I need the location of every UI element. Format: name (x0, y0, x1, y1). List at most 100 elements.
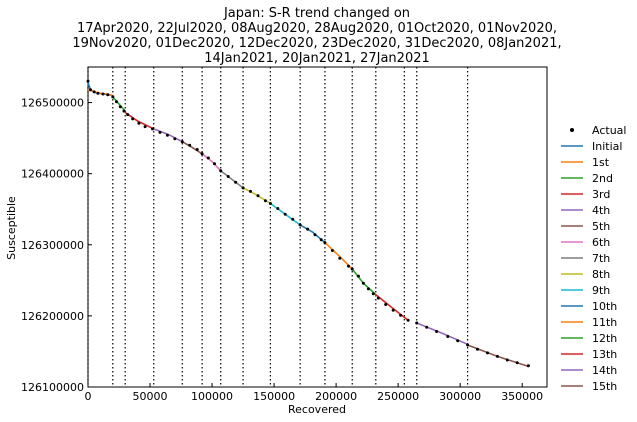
actual-point (366, 287, 370, 291)
actual-point (165, 133, 169, 137)
actual-point (313, 233, 317, 237)
actual-point (298, 223, 302, 227)
legend-label-4th: 4th (592, 204, 610, 217)
actual-point (173, 137, 177, 141)
title-line-2: 17Apr2020, 22Jul2020, 08Aug2020, 28Aug20… (77, 21, 557, 36)
legend-label-actual: Actual (592, 124, 626, 137)
legend-label-15th: 15th (592, 380, 617, 393)
actual-point (151, 127, 154, 131)
actual-point (256, 194, 260, 198)
actual-point (92, 90, 96, 94)
series-line-6th (201, 153, 222, 172)
actual-point (456, 339, 460, 343)
actual-point (200, 152, 204, 156)
series-line-5th (181, 141, 203, 155)
actual-point (306, 227, 310, 231)
legend-label-1st: 1st (592, 156, 610, 169)
actual-point (276, 207, 280, 210)
x-tick-label-2: 100000 (191, 390, 233, 403)
legend-label-10th: 10th (592, 300, 617, 313)
actual-point (219, 169, 223, 173)
legend-label-8th: 8th (592, 268, 610, 281)
actual-point (415, 321, 419, 325)
actual-point (371, 292, 375, 296)
actual-point (515, 361, 519, 365)
actual-point (143, 125, 147, 129)
actual-point (291, 217, 295, 221)
legend-label-6th: 6th (592, 236, 610, 249)
actual-point (476, 347, 479, 351)
actual-point (350, 267, 354, 271)
actual-point (241, 186, 245, 190)
actual-point (131, 117, 135, 121)
title-line-3: 19Nov2020, 01Dec2020, 12Dec2020, 23Dec20… (72, 36, 561, 51)
legend-label-9th: 9th (592, 284, 610, 297)
y-tick-label-0: 126100000 (21, 381, 84, 394)
y-tick-label-2: 126300000 (21, 239, 84, 252)
actual-point (118, 105, 122, 109)
actual-point (330, 249, 334, 252)
y-axis-label: Susceptible (5, 196, 18, 260)
legend-label-12th: 12th (592, 332, 617, 345)
x-tick-label-7: 350000 (501, 390, 543, 403)
legend-label-11th: 11th (592, 316, 617, 329)
actual-point (122, 109, 126, 113)
actual-point (106, 93, 110, 97)
actual-point (234, 180, 238, 184)
actual-point (213, 162, 216, 166)
legend-label-3rd: 3rd (592, 188, 610, 201)
actual-point (195, 148, 199, 151)
x-tick-label-4: 200000 (315, 390, 357, 403)
plot-frame (87, 66, 548, 388)
legend-label-initial: Initial (592, 140, 622, 153)
actual-point (505, 358, 509, 362)
actual-point (384, 303, 388, 306)
actual-point (376, 296, 380, 300)
series-line-2nd (112, 96, 126, 112)
actual-point (101, 92, 105, 96)
actual-point (435, 330, 439, 333)
actual-point (361, 281, 365, 285)
actual-point (180, 140, 184, 144)
series-line-7th (220, 170, 244, 189)
actual-point (399, 313, 403, 317)
legend-marker-actual (570, 128, 574, 132)
series-line-14th (416, 322, 468, 346)
title-line-1: Japan: S-R trend changed on (223, 6, 410, 21)
actual-point (188, 143, 192, 147)
actual-point (89, 88, 92, 92)
x-tick-label-3: 150000 (253, 390, 295, 403)
actual-point (347, 264, 350, 268)
actual-point (446, 335, 450, 338)
actual-point (406, 318, 410, 322)
y-tick-label-1: 126200000 (21, 310, 84, 323)
actual-point (466, 343, 470, 347)
actual-point (158, 130, 162, 134)
series-line-11th (324, 242, 353, 270)
chart-title: Japan: S-R trend changed on 17Apr2020, 2… (72, 6, 561, 66)
actual-point (126, 113, 130, 117)
actual-point (115, 100, 118, 104)
actual-point (86, 79, 90, 83)
legend-label-14th: 14th (592, 364, 617, 377)
actual-point (526, 364, 530, 368)
actual-point (263, 199, 267, 203)
actual-point (206, 156, 210, 160)
x-axis-label: Recovered (288, 403, 346, 416)
actual-point (391, 308, 395, 312)
series-line-12th (351, 268, 377, 296)
actual-point (283, 212, 287, 216)
title-line-4: 14Jan2021, 20Jan2021, 27Jan2021 (204, 51, 430, 66)
legend-label-5th: 5th (592, 220, 610, 233)
actual-point (268, 202, 272, 205)
legend-label-2nd: 2nd (592, 172, 613, 185)
actual-point (226, 175, 230, 178)
actual-point (323, 241, 327, 245)
actual-point (425, 325, 429, 329)
actual-point (338, 256, 342, 260)
actual-point (356, 274, 360, 278)
actual-point (137, 121, 141, 125)
y-tick-label-4: 126500000 (21, 97, 84, 110)
y-tick-label-3: 126400000 (21, 168, 84, 181)
